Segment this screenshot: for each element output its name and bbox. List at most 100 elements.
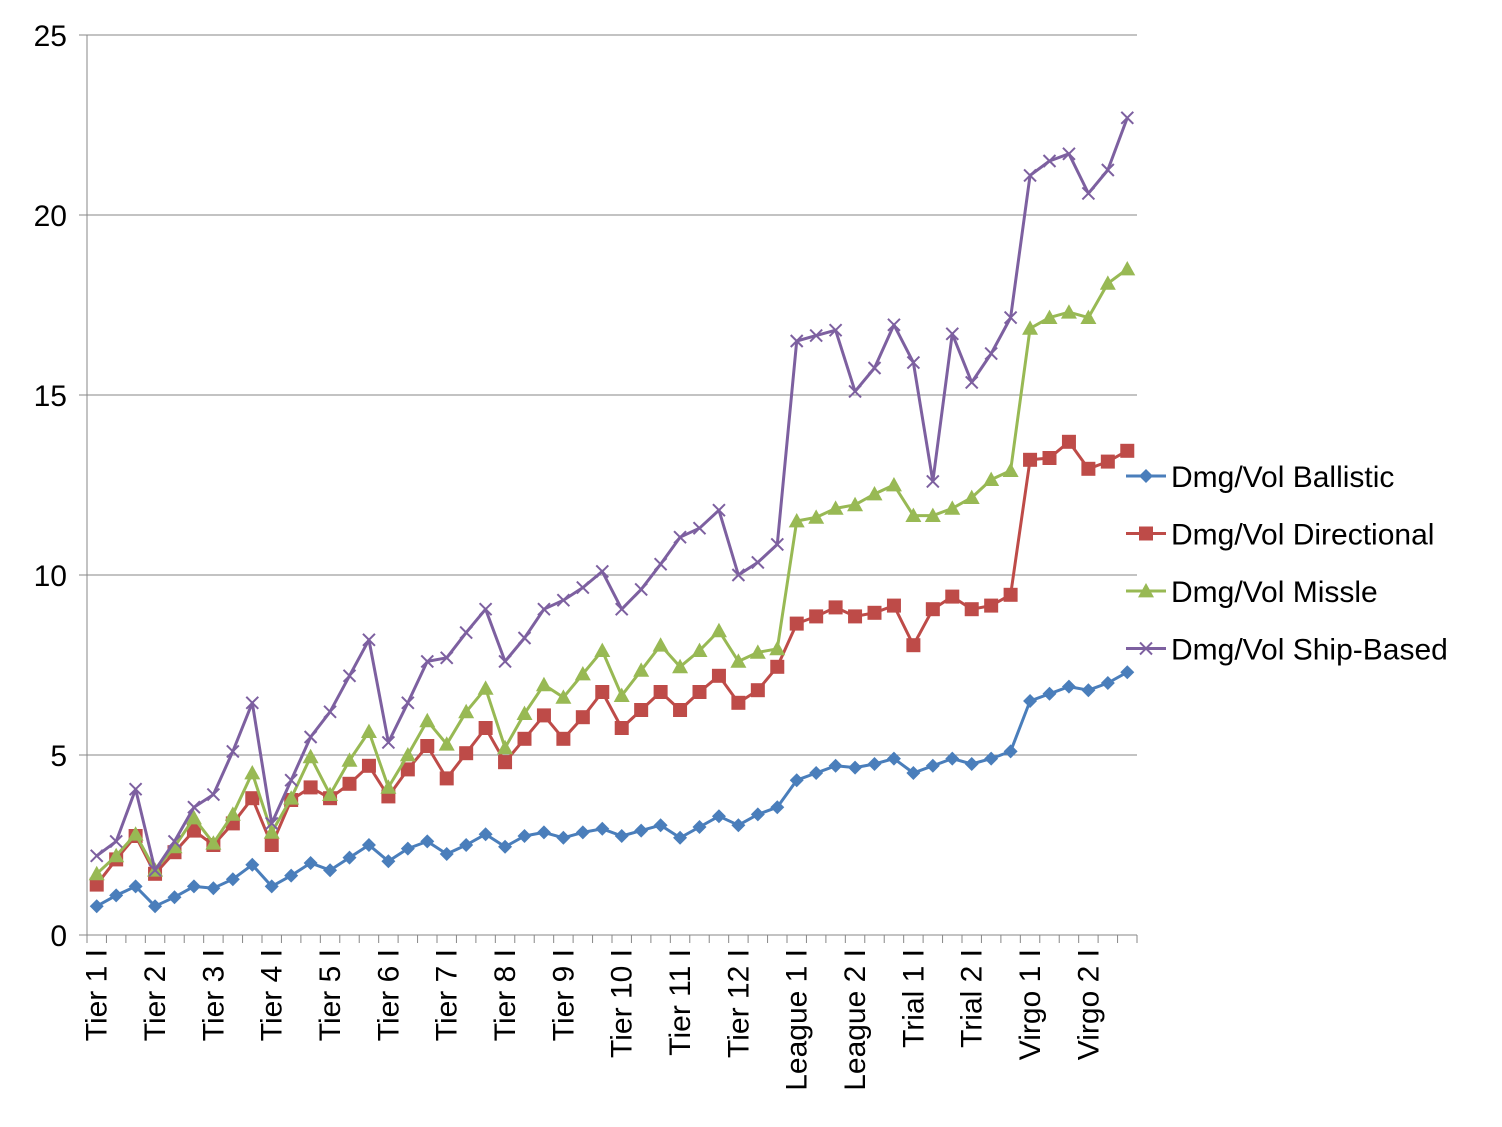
data-point bbox=[537, 602, 551, 616]
data-point bbox=[905, 507, 922, 522]
data-point bbox=[614, 829, 629, 843]
x-tick-label: Tier 5 I bbox=[314, 949, 347, 1041]
data-point bbox=[498, 654, 512, 669]
data-point bbox=[303, 730, 318, 744]
legend-label: Dmg/Vol Ship-Based bbox=[1171, 634, 1448, 667]
data-point bbox=[692, 521, 707, 535]
y-tick-label: 25 bbox=[34, 20, 67, 53]
data-point bbox=[1120, 111, 1134, 125]
data-point bbox=[517, 829, 532, 843]
data-point bbox=[1023, 168, 1037, 183]
x-tick-label: Virgo 2 I bbox=[1072, 949, 1105, 1060]
data-point bbox=[653, 685, 668, 699]
data-point bbox=[1061, 434, 1076, 449]
data-point bbox=[400, 841, 415, 856]
data-point bbox=[556, 593, 571, 607]
data-point bbox=[594, 642, 611, 657]
data-point bbox=[148, 899, 163, 914]
data-point bbox=[342, 669, 357, 683]
series-line bbox=[95, 267, 1129, 875]
data-point bbox=[984, 598, 999, 613]
data-point bbox=[1003, 744, 1018, 759]
data-point bbox=[945, 751, 960, 766]
data-point bbox=[887, 318, 901, 332]
data-point bbox=[692, 820, 707, 834]
data-point bbox=[440, 651, 454, 665]
x-tick-label: Tier 6 I bbox=[372, 949, 405, 1041]
data-point bbox=[730, 653, 747, 668]
legend-item: Dmg/Vol Directional bbox=[1126, 519, 1434, 552]
data-point bbox=[225, 872, 240, 887]
x-tick-label: Tier 12 I bbox=[722, 949, 755, 1058]
data-point bbox=[498, 755, 513, 770]
data-point bbox=[478, 602, 493, 616]
legend-marker bbox=[1139, 641, 1153, 656]
data-point bbox=[1120, 443, 1135, 458]
y-tick-label: 10 bbox=[34, 560, 67, 593]
x-tick-label: Trial 1 I bbox=[897, 949, 930, 1048]
data-point bbox=[634, 823, 649, 838]
data-point bbox=[731, 818, 746, 833]
data-point bbox=[828, 323, 843, 337]
data-point bbox=[614, 721, 629, 735]
data-point bbox=[945, 327, 959, 341]
x-tick-label: Tier 1 I bbox=[81, 949, 114, 1041]
data-point bbox=[788, 513, 805, 528]
data-point bbox=[148, 863, 162, 877]
data-point bbox=[673, 703, 688, 717]
series-dmg-vol-missle bbox=[88, 261, 1136, 881]
data-point bbox=[731, 695, 746, 710]
data-point bbox=[1023, 452, 1038, 467]
data-point bbox=[984, 751, 999, 766]
data-point bbox=[886, 751, 901, 766]
data-point bbox=[89, 877, 104, 892]
data-point bbox=[809, 766, 824, 780]
data-point bbox=[906, 638, 921, 653]
data-point bbox=[906, 766, 921, 780]
data-point bbox=[770, 800, 785, 815]
data-point bbox=[848, 384, 862, 399]
data-point bbox=[186, 823, 201, 838]
data-point bbox=[517, 731, 532, 746]
y-axis-tick-labels: 0 5 10 15 20 25 bbox=[34, 20, 67, 953]
data-point bbox=[536, 825, 551, 840]
data-point bbox=[750, 807, 765, 822]
data-point bbox=[615, 602, 629, 616]
data-point bbox=[399, 747, 416, 762]
data-point bbox=[984, 346, 998, 361]
data-point bbox=[206, 787, 221, 802]
data-point bbox=[1042, 451, 1057, 465]
data-point bbox=[634, 703, 649, 717]
data-point bbox=[381, 735, 396, 750]
data-point bbox=[459, 746, 474, 761]
data-point bbox=[556, 830, 571, 845]
data-point bbox=[827, 500, 844, 515]
data-point bbox=[770, 537, 784, 552]
x-tick-label: Tier 7 I bbox=[431, 949, 464, 1041]
data-point bbox=[1060, 304, 1077, 319]
legend-marker bbox=[1138, 583, 1154, 598]
data-point bbox=[536, 708, 551, 723]
data-point bbox=[652, 637, 669, 652]
data-point bbox=[362, 633, 376, 647]
data-point bbox=[613, 687, 630, 702]
data-point bbox=[673, 530, 687, 544]
data-point bbox=[1042, 686, 1057, 701]
data-point bbox=[963, 489, 980, 504]
data-point bbox=[691, 642, 708, 657]
data-point bbox=[906, 355, 921, 370]
data-point bbox=[127, 826, 144, 841]
data-point bbox=[576, 580, 590, 595]
legend-item: Dmg/Vol Missle bbox=[1126, 576, 1378, 609]
data-point bbox=[302, 748, 319, 764]
legend-marker bbox=[1139, 526, 1153, 541]
data-point bbox=[828, 600, 843, 615]
data-point bbox=[692, 685, 707, 699]
data-point bbox=[439, 847, 454, 861]
data-point bbox=[867, 361, 882, 375]
data-point bbox=[848, 760, 863, 775]
data-point bbox=[478, 827, 493, 842]
data-point bbox=[1100, 676, 1115, 690]
x-tick-label: Tier 11 I bbox=[664, 949, 697, 1056]
data-point bbox=[749, 644, 766, 659]
